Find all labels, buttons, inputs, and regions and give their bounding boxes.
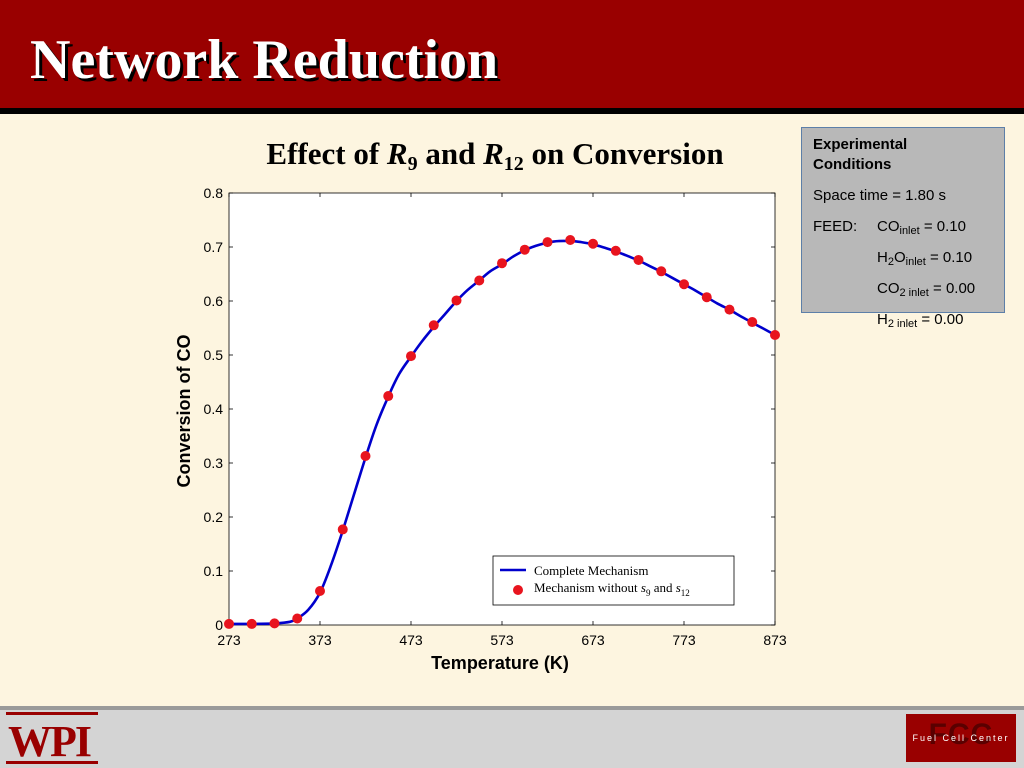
y-tick-label: 0.1	[204, 563, 224, 579]
conditions-header: Experimental Conditions	[813, 136, 908, 173]
footer-bar	[0, 710, 1024, 768]
data-point-marker	[701, 292, 712, 303]
data-point-marker	[383, 391, 394, 402]
feed-co: COinlet = 0.10	[877, 218, 966, 237]
fcc-logo-subtitle: Fuel Cell Center	[912, 733, 1010, 743]
data-point-marker	[747, 317, 758, 328]
wpi-logo-bottom-line	[6, 761, 98, 764]
wpi-logo-text: WPI	[8, 717, 92, 766]
y-tick-label: 0.5	[204, 347, 224, 363]
fcc-logo-letters: FCC	[928, 718, 994, 751]
wpi-logo: WPI	[6, 712, 98, 766]
chart-title-mid: and	[417, 136, 484, 171]
feed-h2o: H2Oinlet = 0.10	[877, 249, 973, 268]
space-time-text: Space time = 1.80 s	[813, 187, 946, 204]
chart-title: Effect of R9 and R12 on Conversion	[180, 136, 810, 176]
legend-box	[492, 555, 735, 606]
fuel-cell-center-logo: FCC Fuel Cell Center	[906, 714, 1016, 762]
data-point-marker	[474, 275, 485, 286]
x-tick-label: 373	[308, 632, 332, 648]
y-tick-label: 0	[215, 617, 223, 633]
feed-label: FEED:	[813, 218, 858, 235]
footer-divider	[0, 706, 1024, 710]
data-point-marker	[451, 295, 462, 306]
data-point-marker	[770, 330, 780, 341]
x-tick-label: 573	[490, 632, 514, 648]
y-tick-labels: 0 0.1 0.2 0.3 0.4 0.5 0.6 0.7 0.8	[204, 185, 224, 633]
x-tick-label: 873	[763, 632, 787, 648]
x-tick-label: 273	[217, 632, 241, 648]
data-point-marker	[633, 254, 644, 265]
x-tick-label: 773	[672, 632, 696, 648]
y-tick-label: 0.2	[204, 509, 224, 525]
chart-title-sub1: 9	[407, 153, 418, 175]
data-point-marker	[360, 450, 371, 461]
chart-title-suffix: on Conversion	[523, 136, 724, 171]
data-point-marker	[315, 585, 325, 596]
x-tick-label: 473	[399, 632, 423, 648]
axis-ticks	[228, 192, 776, 626]
chart-title-r1: R	[386, 136, 408, 171]
legend-marker-label: Mechanism without s9 and s12	[534, 580, 690, 598]
y-tick-label: 0.8	[204, 185, 224, 201]
title-divider	[0, 108, 1024, 114]
y-tick-label: 0.3	[204, 455, 224, 471]
legend-marker-swatch	[513, 585, 523, 595]
feed-co2: CO2 inlet = 0.00	[877, 280, 976, 299]
y-tick-label: 0.7	[204, 239, 224, 255]
data-point-marker	[337, 524, 348, 535]
x-tick-label: 673	[581, 632, 605, 648]
data-point-marker	[679, 279, 689, 290]
data-point-marker	[542, 237, 553, 248]
title-bar	[0, 0, 1024, 108]
legend-line-label: Complete Mechanism	[534, 563, 648, 578]
data-point-marker	[519, 244, 530, 255]
data-point-marker	[565, 234, 576, 245]
data-point-marker	[246, 618, 257, 629]
slide-title: Network Reduction	[30, 29, 499, 91]
legend: Complete Mechanism Mechanism without s9 …	[492, 555, 735, 606]
data-point-marker	[406, 351, 416, 362]
y-axis-label: Conversion of CO	[174, 334, 194, 487]
data-point-marker	[656, 266, 667, 277]
data-point-marker	[497, 258, 507, 269]
feed-h2: H2 inlet = 0.00	[877, 311, 964, 330]
data-point-marker	[269, 618, 280, 629]
data-point-marker	[724, 304, 735, 315]
experimental-conditions-box: Experimental Conditions Space time = 1.8…	[801, 127, 1005, 330]
y-tick-label: 0.4	[204, 401, 224, 417]
chart-title-prefix: Effect of	[266, 136, 387, 171]
data-point-marker	[292, 613, 303, 624]
x-axis-label: Temperature (K)	[431, 653, 569, 673]
x-tick-labels: 273 373 473 573 673 773 873	[217, 632, 787, 648]
chart-title-sub2: 12	[503, 153, 524, 175]
data-point-marker	[428, 320, 439, 331]
chart-title-r2: R	[483, 136, 504, 171]
data-point-marker	[610, 245, 621, 256]
y-tick-label: 0.6	[204, 293, 224, 309]
wpi-logo-top-line	[6, 712, 98, 715]
data-point-marker	[588, 238, 598, 249]
series-markers	[224, 234, 780, 629]
data-point-marker	[224, 618, 234, 629]
